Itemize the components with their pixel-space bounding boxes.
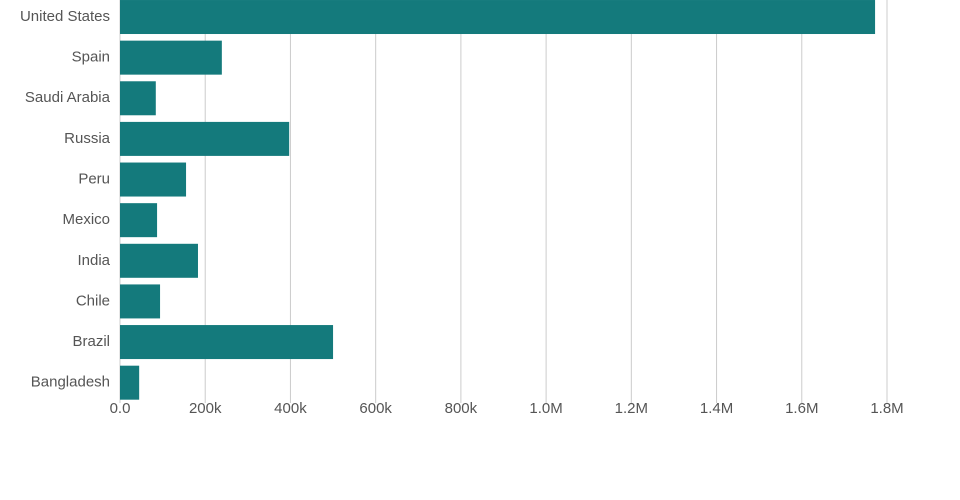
y-tick-label: Peru [78, 171, 110, 188]
y-tick-label: Russia [64, 130, 111, 147]
y-tick-label: Mexico [62, 211, 110, 228]
bar [120, 162, 187, 197]
y-tick-label: United States [20, 8, 110, 25]
y-tick-label: Bangladesh [31, 374, 110, 391]
x-tick-label: 0.0 [110, 400, 131, 417]
x-tick-label: 1.6M [785, 400, 818, 417]
bar [120, 81, 156, 116]
y-tick-label: India [77, 252, 110, 269]
x-tick-label: 1.8M [870, 400, 903, 417]
y-tick-label: Brazil [72, 333, 110, 350]
x-tick-label: 1.4M [700, 400, 733, 417]
bar [120, 203, 158, 238]
y-tick-label: Chile [76, 292, 110, 309]
y-tick-label: Saudi Arabia [25, 89, 111, 106]
bar [120, 243, 198, 278]
x-tick-label: 200k [189, 400, 222, 417]
x-tick-label: 800k [445, 400, 478, 417]
bar [120, 325, 334, 360]
x-tick-label: 600k [359, 400, 392, 417]
x-tick-label: 400k [274, 400, 307, 417]
bar [120, 365, 140, 400]
x-tick-label: 1.0M [529, 400, 562, 417]
y-tick-label: Spain [72, 49, 110, 66]
bar [120, 121, 290, 156]
bar [120, 0, 876, 35]
bar [120, 284, 161, 319]
x-tick-label: 1.2M [615, 400, 648, 417]
bar [120, 40, 222, 75]
